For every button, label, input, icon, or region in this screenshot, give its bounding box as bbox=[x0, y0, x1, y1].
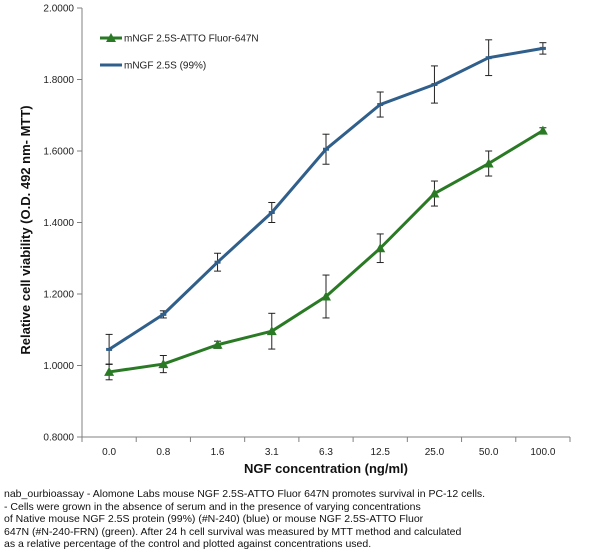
x-tick-label: 1.6 bbox=[211, 447, 225, 458]
x-tick-label: 50.0 bbox=[479, 447, 499, 458]
legend-item: mNGF 2.5S (99%) bbox=[100, 61, 206, 72]
data-point bbox=[375, 243, 386, 253]
legend-marker bbox=[106, 33, 116, 42]
data-point bbox=[104, 366, 115, 376]
data-point bbox=[214, 260, 221, 264]
legend-marker bbox=[108, 63, 114, 67]
data-point bbox=[377, 103, 384, 107]
caption-line: 647N (#N-240-FRN) (green). After 24 h ce… bbox=[4, 525, 462, 538]
y-tick-label: 2.0000 bbox=[43, 4, 74, 15]
y-tick-label: 1.8000 bbox=[43, 75, 74, 86]
x-tick-label: 25.0 bbox=[425, 447, 445, 458]
data-point bbox=[431, 83, 438, 87]
data-point bbox=[160, 312, 167, 316]
data-point bbox=[539, 46, 546, 50]
legend-item: mNGF 2.5S-ATTO Fluor-647N bbox=[100, 33, 259, 45]
caption-line: of Native mouse NGF 2.5S protein (99%) (… bbox=[4, 513, 424, 526]
legend-label: mNGF 2.5S (99%) bbox=[124, 61, 206, 72]
data-point bbox=[268, 210, 275, 214]
y-tick-label: 1.2000 bbox=[43, 290, 74, 301]
data-point bbox=[321, 291, 331, 301]
data-point bbox=[537, 125, 548, 135]
data-point bbox=[485, 56, 492, 60]
y-tick-label: 0.8000 bbox=[43, 433, 74, 444]
y-axis-title: Relative cell viability (O.D. 492 nm- MT… bbox=[18, 105, 33, 354]
x-axis-ticks: 0.0 0.8 1.6 3.1 6.3 12.5 25.0 50.0 100.0 bbox=[81, 437, 571, 458]
chart-axes bbox=[81, 8, 570, 438]
data-point bbox=[266, 326, 277, 336]
data-point bbox=[212, 339, 223, 349]
y-axis-ticks: 0.8000 1.0000 1.2000 1.4000 1.6000 1.8000 2.00… bbox=[43, 4, 82, 444]
figure-caption: nab_ourbioassay - Alomone Labs mouse NGF… bbox=[4, 488, 588, 551]
y-tick-label: 1.6000 bbox=[43, 147, 74, 158]
series-layer bbox=[104, 39, 548, 381]
legend-label: mNGF 2.5S-ATTO Fluor-647N bbox=[124, 34, 259, 45]
data-point bbox=[483, 158, 494, 168]
data-point bbox=[429, 188, 440, 198]
data-point bbox=[323, 147, 329, 151]
series-line bbox=[108, 129, 544, 374]
caption-line: as a relative percentage of the control … bbox=[4, 538, 372, 551]
line-chart: 0.8000 1.0000 1.2000 1.4000 1.6000 1.8000 2.00… bbox=[18, 4, 571, 476]
data-point bbox=[106, 347, 113, 351]
x-tick-label: 6.3 bbox=[319, 447, 333, 458]
y-tick-label: 1.0000 bbox=[43, 361, 74, 372]
x-tick-label: 3.1 bbox=[265, 447, 279, 458]
x-tick-label: 12.5 bbox=[370, 447, 390, 458]
x-tick-label: 0.8 bbox=[156, 447, 170, 458]
series-attoc-fluor bbox=[104, 125, 548, 381]
x-tick-label: 0.0 bbox=[102, 447, 116, 458]
data-point bbox=[158, 359, 169, 369]
series-native-ngf bbox=[105, 39, 547, 365]
legend: mNGF 2.5S-ATTO Fluor-647N mNGF 2.5S (99%) bbox=[100, 33, 259, 72]
y-tick-label: 1.4000 bbox=[43, 218, 74, 229]
x-tick-label: 100.0 bbox=[530, 447, 555, 458]
caption-line: - Cells were grown in the absence of ser… bbox=[4, 500, 421, 513]
x-axis-title: NGF concentration (ng/ml) bbox=[244, 461, 408, 476]
caption-line: nab_ourbioassay - Alomone Labs mouse NGF… bbox=[4, 488, 486, 500]
